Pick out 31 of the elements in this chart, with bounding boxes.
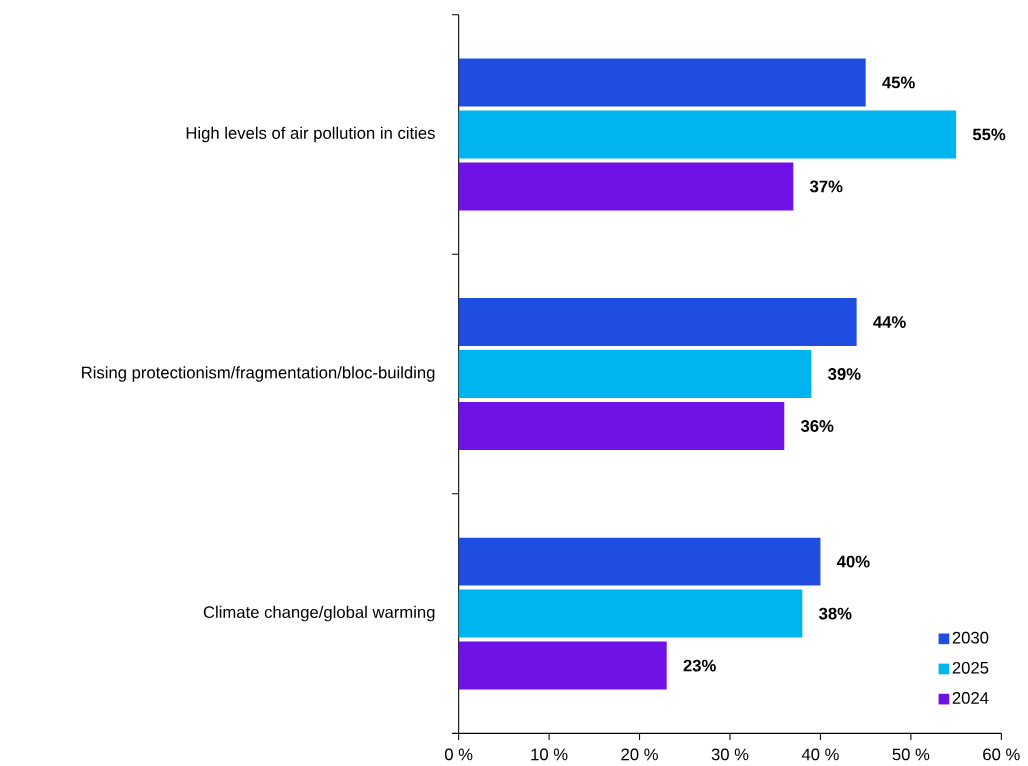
data-label: 36% (800, 420, 834, 432)
bar (458, 162, 794, 211)
y-tick-label: High levels of air pollution in cities (186, 126, 435, 143)
bar (458, 589, 803, 638)
bar (458, 298, 857, 347)
x-tick-label: 30 % (711, 748, 749, 761)
bar (458, 350, 812, 399)
bar (458, 641, 667, 690)
bar (458, 402, 785, 451)
x-tick-label: 40 % (801, 748, 839, 761)
data-label: 44% (873, 316, 906, 328)
bar (458, 58, 866, 107)
data-label: 45% (882, 76, 915, 89)
legend-label: 2024 (952, 692, 989, 704)
data-label: 38% (819, 607, 852, 620)
x-tick-label: 0 % (444, 748, 473, 761)
x-tick-label: 50 % (892, 748, 930, 761)
data-label: 55% (972, 128, 1006, 141)
legend-label: 2030 (952, 631, 989, 644)
x-tick-label: 20 % (621, 748, 658, 761)
y-tick-label: Climate change/global warming (203, 605, 435, 622)
legend-label: 2025 (952, 662, 989, 674)
x-tick-label: 10 % (531, 748, 568, 761)
data-label: 23% (683, 659, 716, 672)
data-label: 39% (828, 368, 861, 380)
bar (458, 110, 957, 159)
x-tick-label: 60 % (983, 748, 1020, 761)
data-label: 37% (809, 180, 843, 193)
y-tick-label: Rising protectionism/fragmentation/bloc-building (82, 366, 435, 382)
bar (458, 537, 821, 586)
data-label: 40% (836, 555, 870, 568)
